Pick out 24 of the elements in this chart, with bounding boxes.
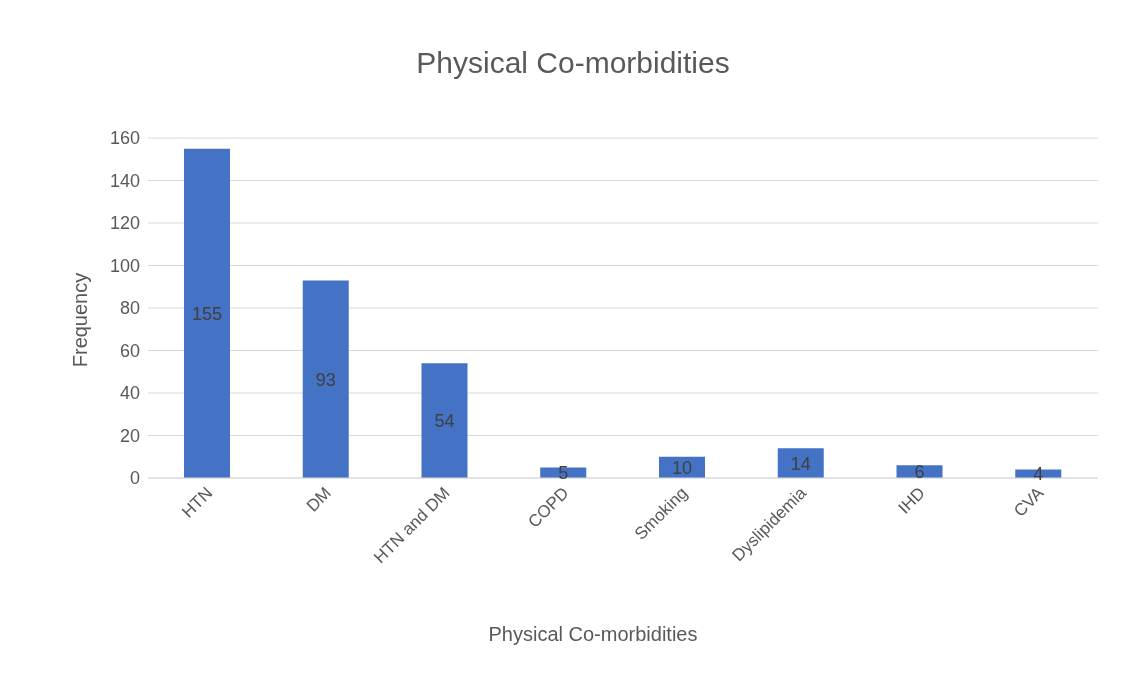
bar	[184, 148, 230, 478]
y-tick-label: 20	[119, 425, 140, 446]
y-tick-label: 160	[109, 128, 140, 149]
data-label: 54	[434, 411, 455, 432]
data-label: 93	[315, 369, 336, 390]
y-tick-label: 60	[119, 340, 140, 361]
y-tick-label: 120	[109, 213, 140, 234]
data-label: 10	[671, 457, 693, 478]
bar	[302, 280, 349, 478]
y-tick-label: 140	[109, 170, 140, 191]
y-tick-label: 100	[109, 255, 140, 276]
bar	[421, 363, 468, 478]
data-label: 6	[914, 462, 925, 483]
y-tick-label: 80	[119, 298, 140, 319]
x-tick-label: DM	[302, 483, 335, 516]
data-label: 155	[191, 303, 223, 324]
x-tick-label: IHD	[894, 483, 929, 518]
y-axis-title: Frequency	[68, 272, 92, 368]
y-tick-label: 0	[129, 468, 140, 489]
x-axis-title: Physical Co-morbidities	[487, 623, 699, 646]
chart-title: Physical Co-morbidities	[415, 46, 731, 80]
x-tick-label: CVA	[1010, 482, 1048, 521]
data-label: 14	[790, 453, 811, 474]
y-tick-label: 40	[119, 383, 140, 404]
